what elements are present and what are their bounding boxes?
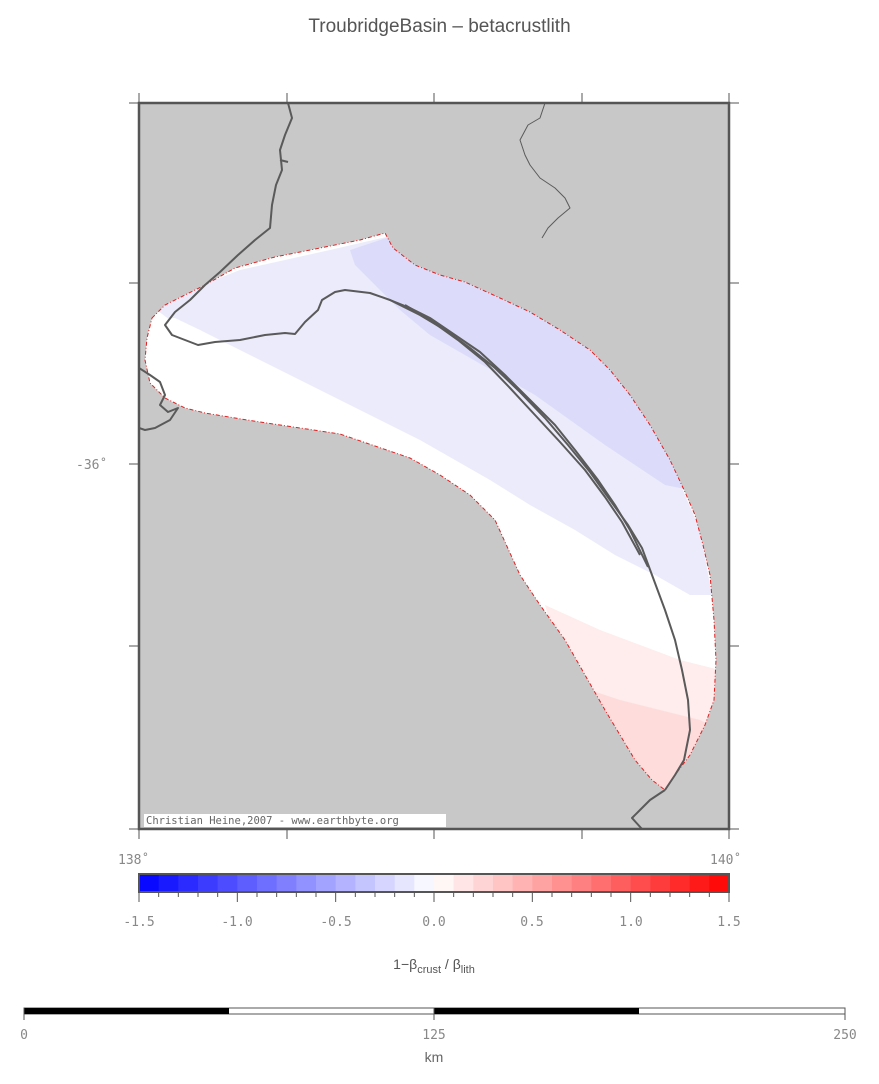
colorbar-bin (296, 874, 317, 892)
lat-label: -36˚ (76, 457, 107, 473)
map-title: TroubridgeBasin – betacrustlith (308, 16, 571, 37)
colorbar-bin (552, 874, 573, 892)
colorbar-bin (434, 874, 455, 892)
colorbar-bin (276, 874, 297, 892)
colorbar-tick-labels: -1.5 -1.0 -0.5 0.0 0.5 1.0 1.5 (123, 915, 740, 930)
colorbar-bin (375, 874, 396, 892)
colorbar-bin (414, 874, 435, 892)
colorbar-tick-label: 1.0 (619, 915, 642, 930)
scale-bar (23, 1007, 846, 1020)
colorbar-bin (453, 874, 474, 892)
colorbar-tick-label: 0.5 (520, 915, 543, 930)
colorbar-tick-label: -1.0 (221, 915, 252, 930)
colorbar-bin (237, 874, 258, 892)
colorbar-bin (709, 874, 730, 892)
scale-tick-label: 250 (833, 1028, 856, 1043)
credit-box (144, 814, 446, 827)
scale-tick-label: 0 (20, 1028, 28, 1043)
colorbar-bin (394, 874, 415, 892)
colorbar-bin (335, 874, 356, 892)
colorbar-bin (571, 874, 592, 892)
colorbar-label: 1−βcrust / βlith (393, 956, 475, 976)
colorbar-bin (532, 874, 553, 892)
colorbar-ticks (138, 892, 730, 902)
colorbar-bin (198, 874, 219, 892)
colorbar-bin (670, 874, 691, 892)
colorbar-bin (689, 874, 710, 892)
scale-tick-label: 125 (422, 1028, 445, 1043)
colorbar-bin (316, 874, 337, 892)
colorbar-bin (217, 874, 238, 892)
colorbar-bin (650, 874, 671, 892)
colorbar-tick-label: 1.5 (717, 915, 740, 930)
colorbar-bin (178, 874, 199, 892)
lon-label-east: 140˚ (710, 852, 741, 868)
colorbar-tick-label: 0.0 (422, 915, 445, 930)
scale-unit: km (425, 1049, 444, 1065)
colorbar-bin (630, 874, 651, 892)
colorbar-bin (493, 874, 514, 892)
coastline (139, 103, 691, 829)
colorbar-bin (473, 874, 494, 892)
colorbar-bin (158, 874, 179, 892)
colorbar-bin (139, 874, 160, 892)
colorbar (139, 874, 730, 892)
colorbar-tick-label: -1.5 (123, 915, 154, 930)
basin-outline (144, 232, 717, 791)
credit-text: Christian Heine,2007 - www.earthbyte.org (146, 815, 399, 827)
colorbar-bin (512, 874, 533, 892)
colorbar-bin (611, 874, 632, 892)
colorbar-bin (257, 874, 278, 892)
lon-label-west: 138˚ (118, 852, 149, 868)
frame-ticks (129, 93, 739, 839)
colorbar-tick-label: -0.5 (320, 915, 351, 930)
colorbar-bin (355, 874, 376, 892)
colorbar-bin (591, 874, 612, 892)
